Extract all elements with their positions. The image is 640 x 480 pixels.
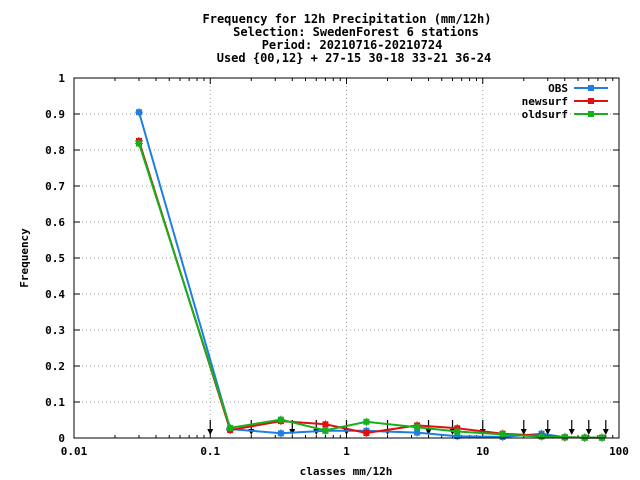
legend-item-newsurf: newsurf [522,95,608,108]
plot-frame [73,77,620,439]
legend-swatch-marker [588,85,594,91]
y-tick-label: 0.3 [45,324,65,337]
x-tick-label: 0.01 [61,445,88,458]
legend-swatch-marker [588,98,594,104]
series-obs [135,108,606,442]
y-axis-label: Frequency [18,228,31,288]
x-axis-label: classes mm/12h [300,465,393,478]
series-line [138,111,602,439]
series-oldsurf [135,139,606,442]
arrow-head [544,429,551,435]
class-boundary-arrow [602,420,609,435]
legend-item-obs: OBS [548,82,608,95]
class-boundary-arrow [207,420,214,435]
title-line-3: Period: 20210716-20210724 [262,38,443,52]
legend-swatch-marker [588,111,594,117]
legend-label: oldsurf [522,108,568,121]
title-line-1: Frequency for 12h Precipitation (mm/12h) [203,12,492,26]
legend-label: OBS [548,82,568,95]
y-tick-label: 0.1 [45,396,65,409]
title-line-4: Used {00,12} + 27-15 30-18 33-21 36-24 [217,51,492,65]
class-boundary-arrow [568,420,575,435]
arrow-head [207,429,214,435]
y-tick-label: 0.7 [45,180,65,193]
y-tick-label: 1 [58,72,65,85]
x-tick-label: 100 [609,445,629,458]
class-boundary-arrow [585,420,592,435]
x-tick-label: 10 [476,445,489,458]
y-tick-label: 0 [58,432,65,445]
arrow-head [585,429,592,435]
arrow-head [425,429,432,435]
y-tick-label: 0.8 [45,144,65,157]
series-group [135,108,606,442]
axes: 0.01 0.1 1 10 100 0 0.1 0.2 0.3 0.4 0.5 0.6 0.7 0.8 0.… [45,72,629,458]
x-tick-label: 1 [343,445,350,458]
y-tick-label: 0.2 [45,360,65,373]
chart-title: Frequency for 12h Precipitation (mm/12h)… [203,12,492,65]
y-tick-label: 0.9 [45,108,65,121]
grid-lines [74,78,619,438]
y-tick-label: 0.5 [45,252,65,265]
legend-item-oldsurf: oldsurf [522,108,608,121]
title-line-2: Selection: SwedenForest 6 stations [233,25,479,39]
class-boundary-arrow [384,420,391,435]
x-tick-label: 0.1 [200,445,220,458]
arrow-head [568,429,575,435]
y-tick-label: 0.4 [45,288,65,301]
arrow-head [602,429,609,435]
class-boundary-arrow [544,420,551,435]
series-newsurf [135,137,606,442]
y-tick-label: 0.6 [45,216,65,229]
legend-label: newsurf [522,95,568,108]
series-line [138,143,602,439]
series-line [138,140,602,439]
arrow-head [520,429,527,435]
class-boundary-arrow [520,420,527,435]
